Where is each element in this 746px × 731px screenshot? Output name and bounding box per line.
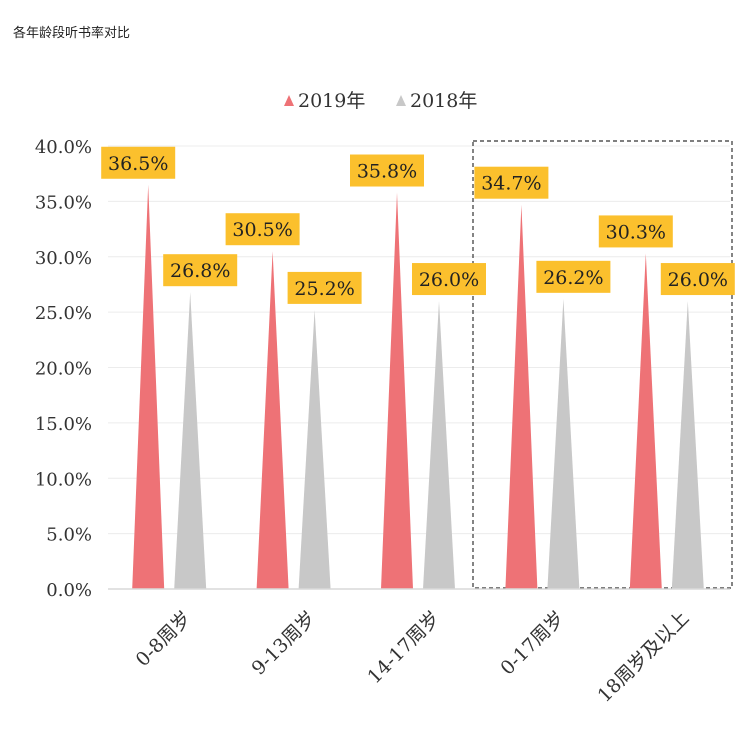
gridlines: [108, 145, 730, 535]
x-tick-label: 0-17周岁: [496, 607, 569, 680]
bar-2019: [505, 204, 538, 589]
bar-2019: [381, 192, 413, 589]
x-tick-label: 0-8周岁: [132, 607, 196, 671]
legend-marker: [284, 95, 294, 106]
y-tick-label: 25.0%: [35, 303, 92, 324]
data-label: 25.2%: [294, 278, 354, 300]
bars: [132, 184, 704, 590]
y-tick-label: 15.0%: [35, 414, 92, 435]
data-label: 36.5%: [108, 153, 168, 175]
y-axis: 0.0% 5.0% 10.0% 15.0% 20.0% 25.0% 30.0% 35.0% 40…: [35, 137, 92, 601]
bar-2018: [547, 298, 580, 589]
bar-2018: [174, 292, 207, 589]
page-title: 各年龄段听书率对比: [13, 26, 131, 41]
data-label-bg: [536, 260, 611, 293]
legend-label: 2018年: [410, 90, 477, 112]
data-label: 30.5%: [232, 219, 292, 241]
data-label-bg: [350, 154, 424, 187]
data-label: 26.8%: [170, 260, 230, 282]
data-label-bg: [412, 263, 486, 296]
x-tick-label: 18周岁及以上: [594, 607, 694, 707]
data-label-bg: [287, 271, 362, 304]
bar-2019: [629, 253, 662, 590]
x-tick-label: 9-13周岁: [248, 607, 321, 680]
data-label: 26.2%: [543, 267, 603, 289]
data-label: 30.3%: [606, 221, 666, 243]
x-axis: 0-8周岁 9-13周岁 14-17周岁 0-17周岁 18周岁及以上: [108, 588, 730, 707]
data-label: 26.0%: [419, 269, 479, 291]
y-tick-label: 20.0%: [35, 359, 92, 380]
data-label-bg: [660, 263, 735, 296]
legend-label: 2019年: [298, 90, 365, 112]
data-label-bg: [225, 213, 300, 246]
y-tick-label: 35.0%: [35, 192, 92, 213]
data-label: 26.0%: [668, 269, 728, 291]
y-tick-label: 0.0%: [46, 580, 92, 601]
y-tick-label: 40.0%: [35, 137, 92, 158]
bar-2018: [298, 309, 331, 589]
y-tick-label: 30.0%: [35, 248, 92, 269]
bar-2019: [256, 251, 289, 589]
legend-marker: [396, 95, 406, 106]
data-label-bg: [474, 166, 549, 199]
highlight-box-rect: [472, 140, 733, 589]
x-tick-label: 14-17周岁: [363, 607, 444, 688]
data-labels: 36.5% 26.8%30.5% 25.2% 35.8% 26.0% 34.7% 26.2%…: [101, 146, 735, 304]
data-label-bg: [598, 215, 673, 248]
data-label-bg: [163, 254, 238, 287]
bar-2018: [671, 301, 704, 589]
data-label-bg: [101, 146, 176, 179]
legend: 2019年 2018年: [284, 90, 477, 112]
data-label: 35.8%: [357, 161, 417, 183]
y-tick-label: 10.0%: [35, 469, 92, 490]
bar-2019: [132, 184, 165, 589]
y-tick-label: 5.0%: [46, 525, 92, 546]
data-label: 34.7%: [481, 173, 541, 195]
highlight-box: [472, 140, 733, 589]
bar-2018: [423, 301, 455, 589]
